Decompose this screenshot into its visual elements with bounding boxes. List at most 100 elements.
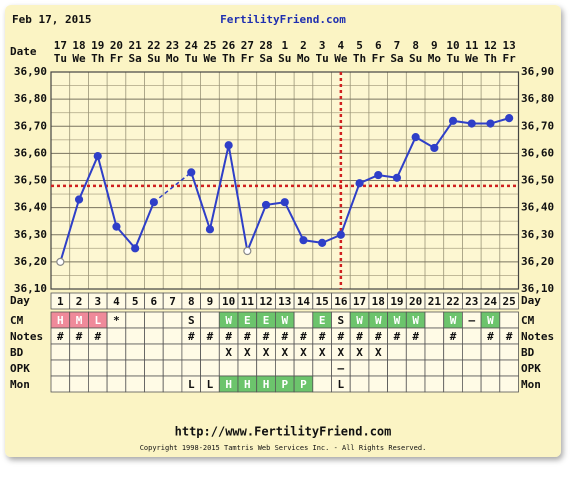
- cycle-day: 13: [278, 295, 291, 308]
- table-cell: [256, 359, 276, 377]
- cell-text: X: [356, 346, 363, 359]
- cycle-day: 1: [57, 295, 64, 308]
- y-tick-label: 36,80: [14, 92, 47, 105]
- date-label: 2: [300, 39, 307, 52]
- weekday-label: We: [465, 52, 479, 65]
- date-label: 11: [465, 39, 479, 52]
- cell-text: W: [487, 314, 494, 327]
- table-cell: [125, 327, 145, 345]
- y-tick-label: 36,30: [14, 228, 47, 241]
- cycle-day: 17: [353, 295, 366, 308]
- table-cell: [349, 359, 370, 377]
- cycle-day: 11: [241, 295, 255, 308]
- table-cell: [88, 359, 108, 377]
- cell-text: H: [57, 314, 64, 327]
- table-cell: [349, 375, 370, 393]
- cell-text: #: [244, 330, 251, 343]
- table-cell: [461, 343, 482, 361]
- weekday-label: Fr: [241, 52, 255, 65]
- cycle-day: 20: [409, 295, 422, 308]
- y-tick-label: 36,90: [14, 65, 47, 78]
- temperature-point: [374, 170, 383, 180]
- cell-text: #: [207, 330, 214, 343]
- y-tick-label-right: 36,70: [521, 119, 554, 132]
- cell-text: #: [76, 330, 83, 343]
- table-cell: [293, 359, 314, 377]
- row-label: OPK: [10, 362, 30, 375]
- y-tick-label-right: 36,40: [521, 201, 554, 214]
- table-cell: [461, 375, 482, 393]
- date-label: 18: [72, 39, 85, 52]
- table-cell: [312, 375, 332, 393]
- cell-text: X: [244, 346, 251, 359]
- date-label: Date: [10, 45, 37, 58]
- date-label: 4: [338, 39, 345, 52]
- date-label: 21: [129, 39, 143, 52]
- weekday-label: We: [334, 52, 348, 65]
- temperature-point: [112, 222, 121, 231]
- temperature-point: [467, 119, 476, 128]
- cell-text: #: [263, 330, 270, 343]
- cell-text: W: [281, 314, 288, 327]
- cycle-day: 19: [390, 295, 403, 308]
- table-cell: [162, 311, 183, 329]
- table-cell: [69, 359, 89, 377]
- cell-text: X: [319, 346, 326, 359]
- cell-text: #: [506, 330, 513, 343]
- temperature-point: [149, 198, 158, 207]
- cycle-day: 2: [76, 295, 83, 308]
- cell-text: L: [188, 378, 195, 391]
- date-label: 24: [185, 39, 199, 52]
- weekday-label: Sa: [390, 52, 403, 65]
- temperature-point: [187, 168, 196, 177]
- temperature-point: [505, 114, 514, 123]
- cell-text: #: [338, 330, 345, 343]
- weekday-label: Su: [147, 52, 160, 65]
- table-cell: [125, 311, 145, 329]
- weekday-label: Fr: [372, 52, 386, 65]
- weekday-label: Th: [91, 52, 104, 65]
- table-cell: [461, 359, 482, 377]
- table-cell: [162, 375, 183, 393]
- temperature-point: [430, 143, 439, 153]
- cycle-day: 4: [113, 295, 120, 308]
- y-tick-label-right: 36,30: [521, 228, 554, 241]
- date-label: 6: [375, 39, 382, 52]
- table-cell: [312, 359, 332, 377]
- date-label: 10: [446, 39, 459, 52]
- cell-text: X: [281, 346, 288, 359]
- table-cell: [424, 327, 445, 345]
- cell-text: M: [76, 314, 83, 327]
- temperature-point: [318, 238, 327, 247]
- temperature-point: [448, 116, 458, 125]
- table-cell: [461, 327, 482, 345]
- y-tick-label-right: 36,20: [521, 255, 554, 268]
- table-cell: [405, 375, 426, 393]
- temperature-point: [93, 151, 102, 161]
- temperature-point: [411, 133, 420, 142]
- weekday-label: Th: [484, 52, 497, 65]
- table-cell: [480, 375, 501, 393]
- date: Feb 17, 2015: [12, 13, 91, 26]
- date-label: 26: [222, 39, 236, 52]
- row-label: Mon: [10, 378, 30, 391]
- table-cell: [50, 343, 71, 361]
- table-cell: [200, 343, 220, 361]
- table-cell: [144, 311, 164, 329]
- date-label: 19: [91, 39, 104, 52]
- cell-text: P: [300, 378, 307, 391]
- table-cell: [387, 375, 407, 393]
- table-cell: [69, 343, 89, 361]
- table-cell: [200, 311, 220, 329]
- cycle-day: 21: [428, 295, 442, 308]
- weekday-label: Th: [353, 52, 366, 65]
- table-cell: [387, 359, 407, 377]
- table-cell: [237, 359, 258, 377]
- cell-text: #: [394, 330, 401, 343]
- date-label: 3: [319, 39, 326, 52]
- weekday-label: Sa: [259, 52, 272, 65]
- table-cell: [162, 327, 183, 345]
- cycle-day: 23: [465, 295, 478, 308]
- y-tick-label: 36,40: [14, 201, 47, 214]
